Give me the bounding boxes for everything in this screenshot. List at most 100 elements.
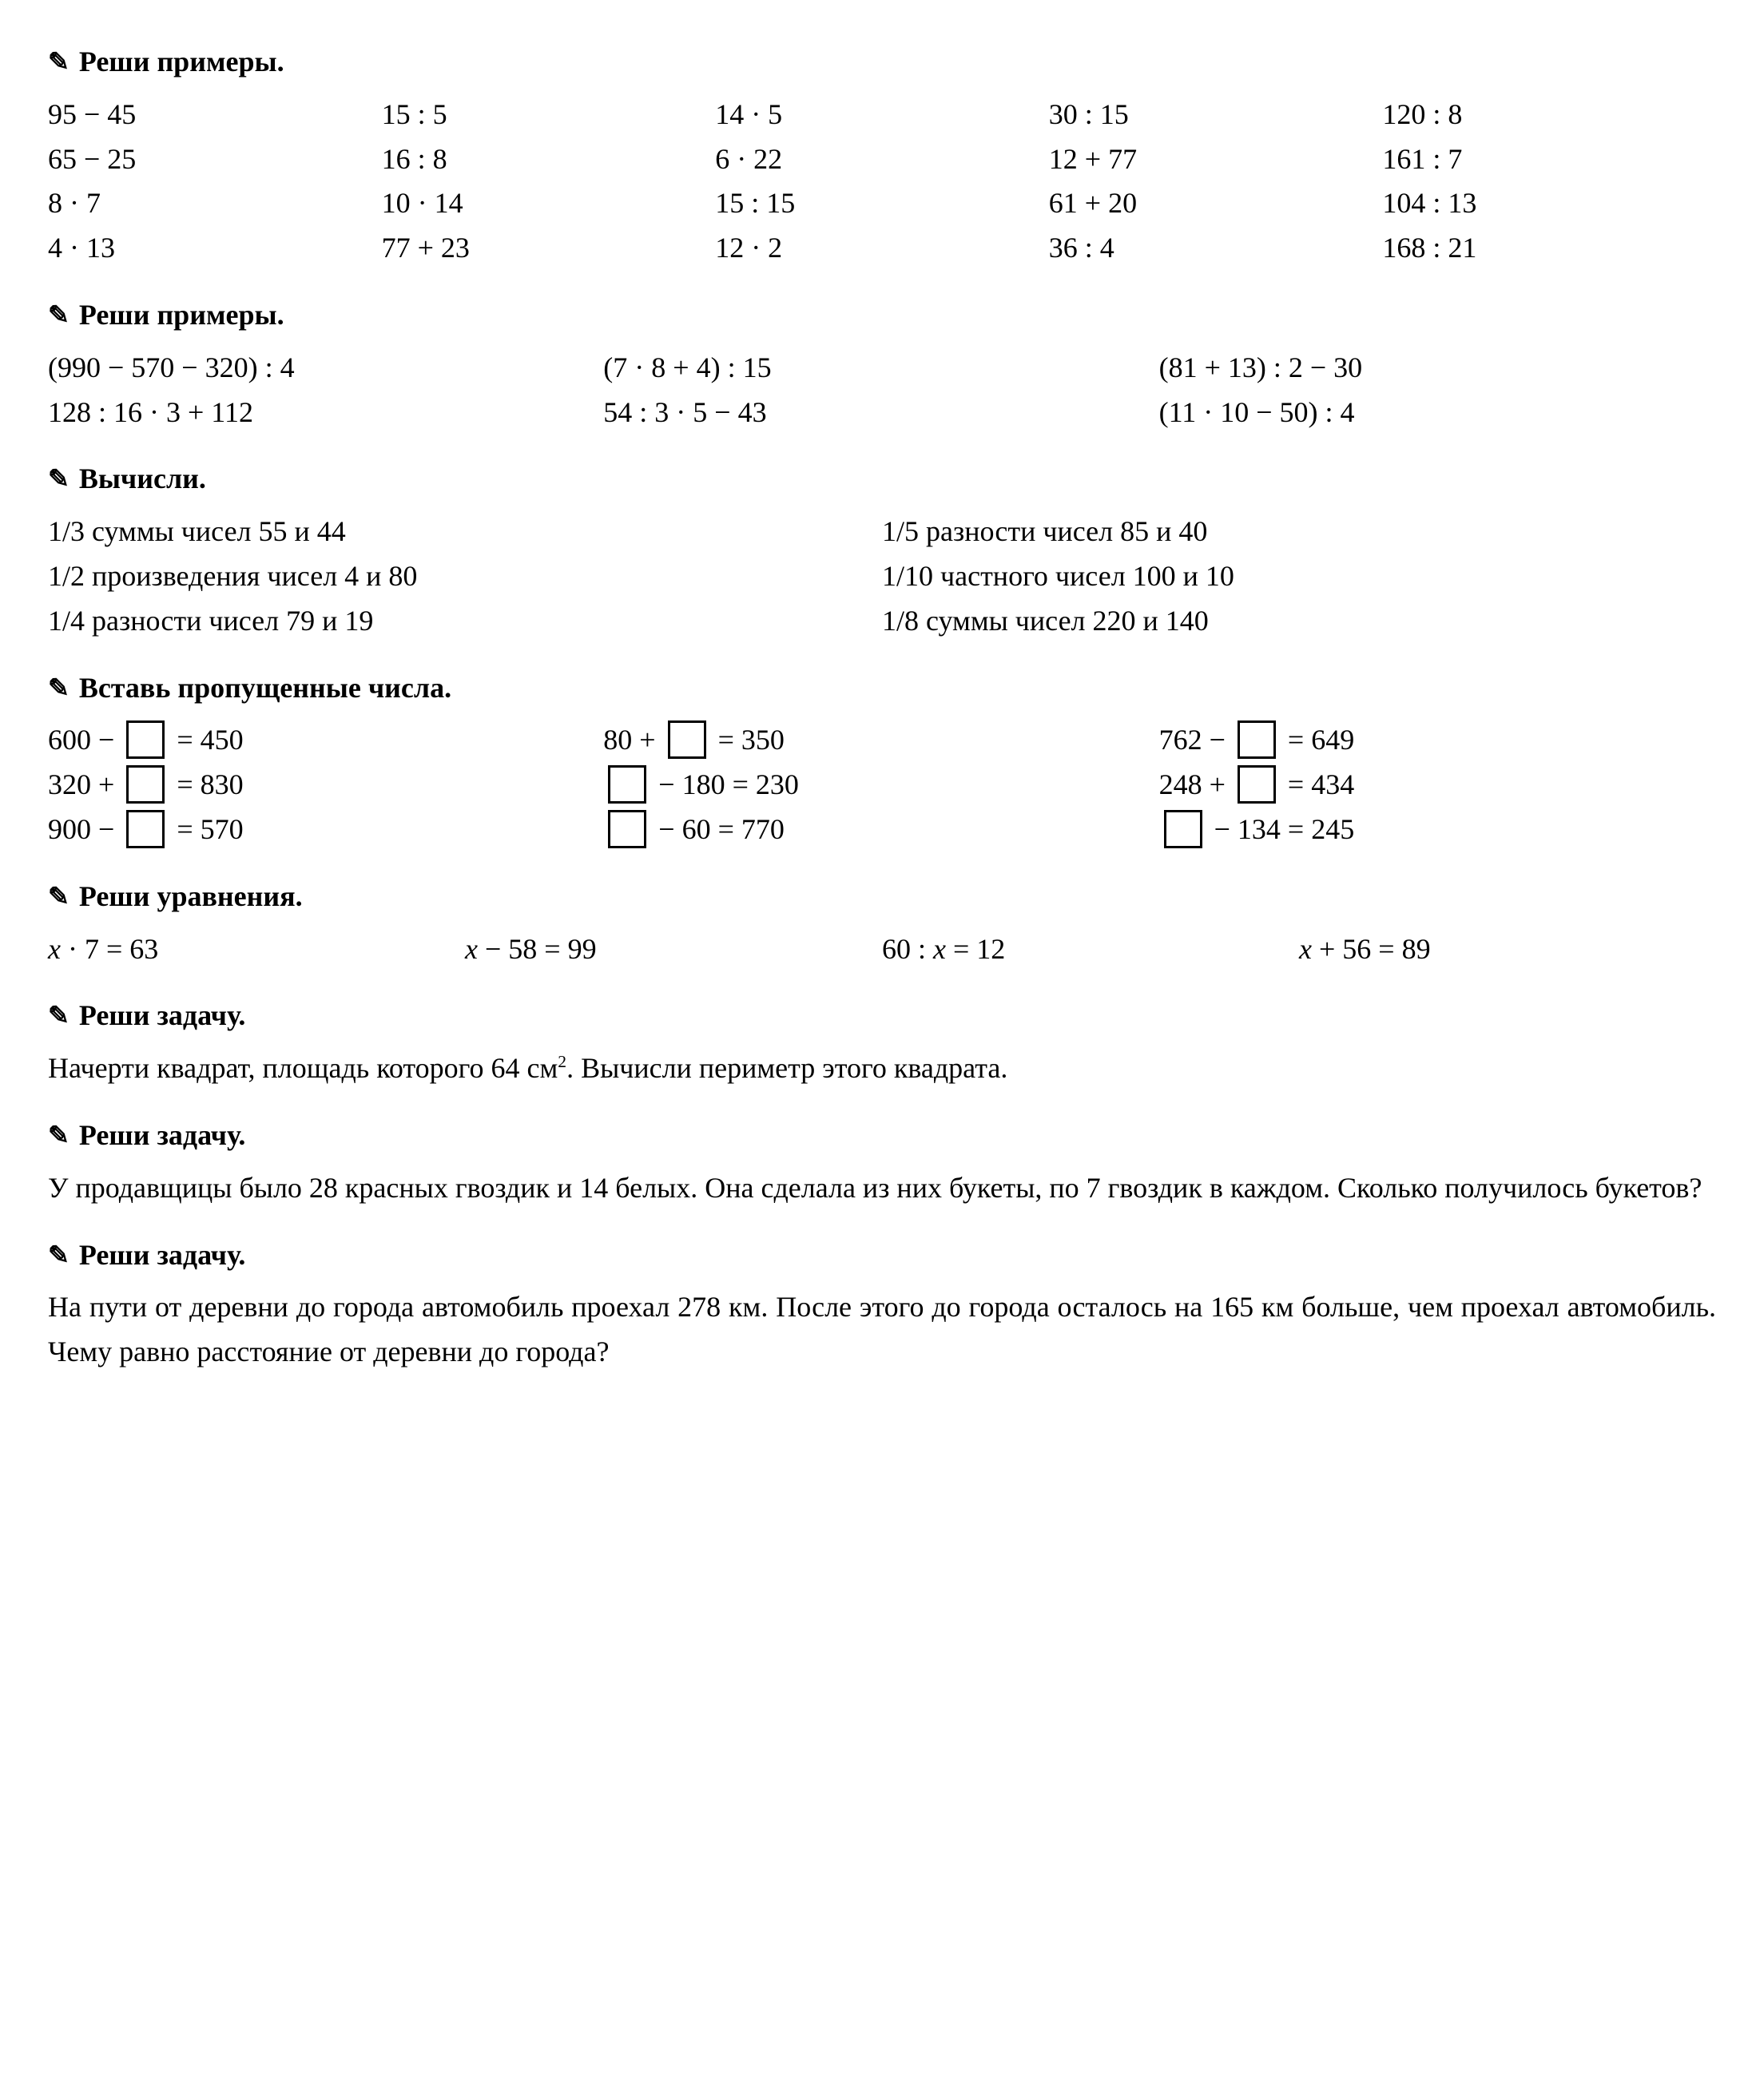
heading: ✎ Реши задачу. bbox=[48, 1113, 1716, 1158]
heading: ✎ Реши задачу. bbox=[48, 1233, 1716, 1278]
expr: − 60 = 770 bbox=[603, 808, 1158, 852]
heading-text: Реши примеры. bbox=[79, 293, 284, 338]
blank-box[interactable] bbox=[668, 720, 706, 759]
expr: 168 : 21 bbox=[1382, 226, 1716, 271]
heading-text: Реши задачу. bbox=[79, 1113, 246, 1158]
equation: 60 : x = 12 bbox=[882, 927, 1299, 972]
section-examples-1: ✎ Реши примеры. 95 − 4565 − 258 · 74 · 1… bbox=[48, 40, 1716, 271]
var-x: x bbox=[48, 933, 61, 965]
part: − 60 = 770 bbox=[651, 813, 785, 845]
blank-box[interactable] bbox=[126, 765, 165, 804]
var-x: x bbox=[1299, 933, 1312, 965]
expr: 61 + 20 bbox=[1049, 181, 1383, 226]
blank-box[interactable] bbox=[1238, 765, 1276, 804]
expr: (990 − 570 − 320) : 4 bbox=[48, 346, 603, 391]
expr: 36 : 4 bbox=[1049, 226, 1383, 271]
heading: ✎ Вставь пропущенные числа. bbox=[48, 666, 1716, 711]
part: − 180 = 230 bbox=[651, 768, 799, 800]
expr: 762 − = 649 bbox=[1159, 718, 1714, 763]
heading-text: Вставь пропущенные числа. bbox=[79, 666, 451, 711]
pencil-icon: ✎ bbox=[48, 996, 70, 1036]
task-text: Начерти квадрат, площадь которого 64 см2… bbox=[48, 1046, 1716, 1091]
expr: 1/10 частного чисел 100 и 10 bbox=[882, 554, 1716, 599]
part: = 649 bbox=[1281, 724, 1354, 756]
expr: 128 : 16 · 3 + 112 bbox=[48, 391, 603, 435]
heading: ✎ Реши примеры. bbox=[48, 293, 1716, 338]
part: 80 + bbox=[603, 724, 662, 756]
equation: x · 7 = 63 bbox=[48, 927, 465, 972]
expr: 54 : 3 · 5 − 43 bbox=[603, 391, 1158, 435]
var-x: x bbox=[465, 933, 478, 965]
heading: ✎ Реши примеры. bbox=[48, 40, 1716, 85]
expr: 8 · 7 bbox=[48, 181, 382, 226]
part: · 7 = 63 bbox=[61, 933, 158, 965]
part: . Вычисли периметр этого квадрата. bbox=[566, 1052, 1007, 1084]
expr: 320 + = 830 bbox=[48, 763, 603, 808]
section-examples-2: ✎ Реши примеры. (990 − 570 − 320) : 4128… bbox=[48, 293, 1716, 435]
equation: x + 56 = 89 bbox=[1299, 927, 1716, 972]
grid: x · 7 = 63 x − 58 = 99 60 : x = 12 x + 5… bbox=[48, 927, 1716, 972]
grid: (990 − 570 − 320) : 4128 : 16 · 3 + 112 … bbox=[48, 346, 1716, 435]
part: − 58 = 99 bbox=[478, 933, 597, 965]
pencil-icon: ✎ bbox=[48, 1116, 70, 1156]
pencil-icon: ✎ bbox=[48, 296, 70, 335]
expr: 161 : 7 bbox=[1382, 137, 1716, 182]
part: + 56 = 89 bbox=[1312, 933, 1431, 965]
expr: (81 + 13) : 2 − 30 bbox=[1159, 346, 1714, 391]
expr: 12 + 77 bbox=[1049, 137, 1383, 182]
expr: 30 : 15 bbox=[1049, 93, 1383, 137]
heading-text: Реши уравнения. bbox=[79, 875, 303, 919]
blank-box[interactable] bbox=[1238, 720, 1276, 759]
expr: 77 + 23 bbox=[382, 226, 716, 271]
heading: ✎ Реши уравнения. bbox=[48, 875, 1716, 919]
part: − 134 = 245 bbox=[1207, 813, 1355, 845]
part: 762 − bbox=[1159, 724, 1233, 756]
expr: 1/2 произведения чисел 4 и 80 bbox=[48, 554, 882, 599]
pencil-icon: ✎ bbox=[48, 1236, 70, 1276]
expr: (11 · 10 − 50) : 4 bbox=[1159, 391, 1714, 435]
part: 248 + bbox=[1159, 768, 1233, 800]
expr: 104 : 13 bbox=[1382, 181, 1716, 226]
expr: 4 · 13 bbox=[48, 226, 382, 271]
expr: 1/8 суммы чисел 220 и 140 bbox=[882, 599, 1716, 644]
pencil-icon: ✎ bbox=[48, 877, 70, 917]
heading-text: Реши примеры. bbox=[79, 40, 284, 85]
expr: − 134 = 245 bbox=[1159, 808, 1714, 852]
part: 600 − bbox=[48, 724, 121, 756]
expr: − 180 = 230 bbox=[603, 763, 1158, 808]
expr: 95 − 45 bbox=[48, 93, 382, 137]
part: = 570 bbox=[169, 813, 243, 845]
section-task-distance: ✎ Реши задачу. На пути от деревни до гор… bbox=[48, 1233, 1716, 1375]
expr: 15 : 5 bbox=[382, 93, 716, 137]
expr: 80 + = 350 bbox=[603, 718, 1158, 763]
part: 320 + bbox=[48, 768, 121, 800]
blank-box[interactable] bbox=[608, 765, 646, 804]
part: = 450 bbox=[169, 724, 243, 756]
expr: 12 · 2 bbox=[715, 226, 1049, 271]
expr: 600 − = 450 bbox=[48, 718, 603, 763]
pencil-icon: ✎ bbox=[48, 42, 70, 82]
part: 60 : bbox=[882, 933, 933, 965]
blank-box[interactable] bbox=[608, 810, 646, 848]
heading: ✎ Реши задачу. bbox=[48, 994, 1716, 1038]
heading: ✎ Вычисли. bbox=[48, 457, 1716, 502]
expr: 65 − 25 bbox=[48, 137, 382, 182]
part: = 350 bbox=[711, 724, 785, 756]
section-equations: ✎ Реши уравнения. x · 7 = 63 x − 58 = 99… bbox=[48, 875, 1716, 972]
expr: 248 + = 434 bbox=[1159, 763, 1714, 808]
section-compute: ✎ Вычисли. 1/3 суммы чисел 55 и 441/2 пр… bbox=[48, 457, 1716, 643]
blank-box[interactable] bbox=[1164, 810, 1202, 848]
blank-box[interactable] bbox=[126, 810, 165, 848]
part: 900 − bbox=[48, 813, 121, 845]
pencil-icon: ✎ bbox=[48, 669, 70, 709]
expr: 10 · 14 bbox=[382, 181, 716, 226]
var-x: x bbox=[933, 933, 946, 965]
expr: (7 · 8 + 4) : 15 bbox=[603, 346, 1158, 391]
expr: 1/4 разности чисел 79 и 19 bbox=[48, 599, 882, 644]
expr: 6 · 22 bbox=[715, 137, 1049, 182]
heading-text: Реши задачу. bbox=[79, 994, 246, 1038]
blank-box[interactable] bbox=[126, 720, 165, 759]
part: Начерти квадрат, площадь которого 64 см bbox=[48, 1052, 558, 1084]
equation: x − 58 = 99 bbox=[465, 927, 882, 972]
task-text: У продавщицы было 28 красных гвоздик и 1… bbox=[48, 1166, 1716, 1211]
